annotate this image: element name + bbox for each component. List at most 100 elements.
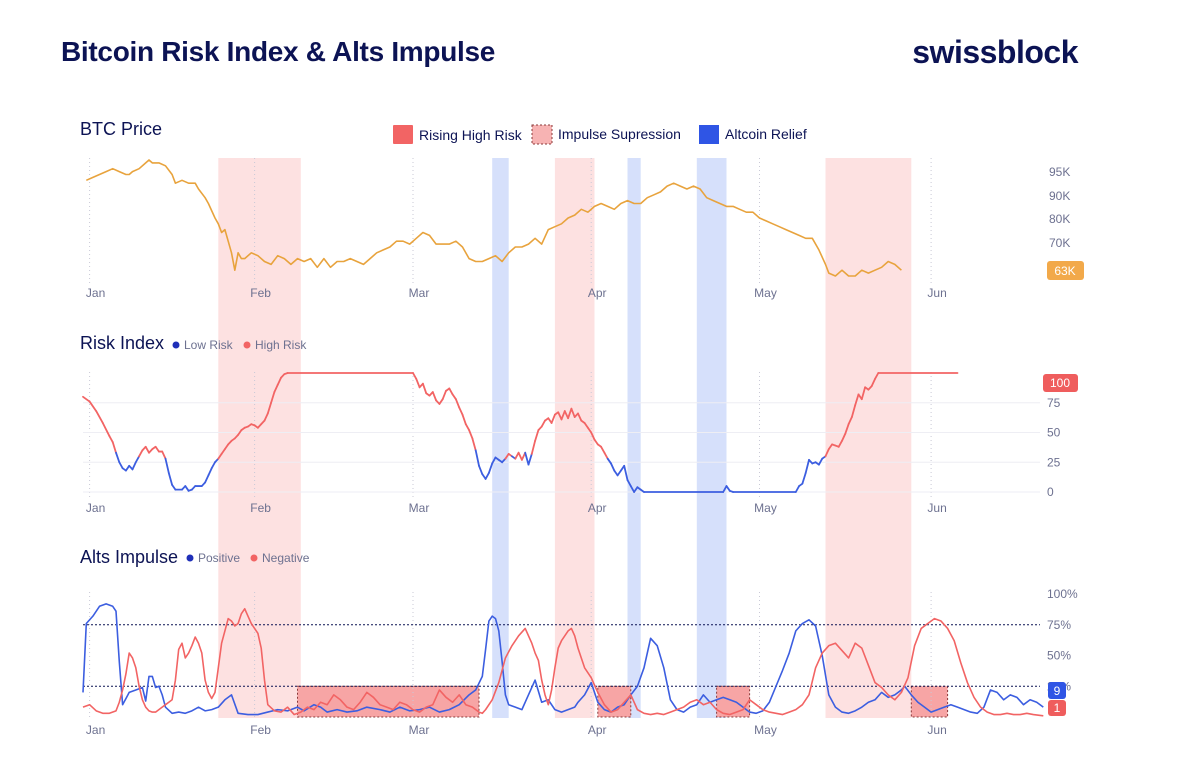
risk-index-segment [610, 462, 616, 472]
alts-positive-line [82, 603, 1044, 716]
risk-index-segment [870, 378, 876, 387]
risk-index-segment [841, 432, 847, 442]
y-tick-label: 90K [1049, 189, 1070, 203]
risk-index-segment [517, 451, 523, 461]
risk-index-segment [111, 441, 117, 454]
risk-index-segment [237, 429, 243, 436]
positive-value-label: 9 [1054, 684, 1061, 698]
risk-index-segment [276, 376, 282, 386]
shaded-bands [218, 158, 949, 718]
legend-dot-high-risk [243, 341, 251, 349]
x-tick-label: Jan [86, 723, 105, 737]
impulse-chart-title: Alts Impulse [80, 547, 178, 567]
risk-index-segment [563, 410, 569, 420]
legend-swatch-rising [393, 125, 413, 144]
risk-index-segment [273, 383, 279, 393]
risk-index-segment [184, 485, 190, 492]
negative-value-badge [1048, 700, 1066, 716]
band-altcoin-relief [696, 158, 727, 718]
top-legend: Rising High Risk Impulse Supression Altc… [393, 124, 807, 145]
x-tick-label: Jun [927, 723, 946, 737]
legend-label-low-risk: Low Risk [184, 338, 234, 352]
risk-index-segment [101, 422, 111, 437]
risk-index-segment [603, 451, 609, 460]
legend-dot-low-risk [172, 341, 180, 349]
y-tick-label: 75% [1047, 618, 1071, 632]
risk-index-segment [633, 486, 639, 493]
risk-index-segment [557, 411, 563, 421]
risk-index-segment [590, 431, 596, 441]
risk-index-segment [454, 398, 461, 409]
band-rising-high-risk [825, 158, 912, 718]
risk-index-segment [108, 435, 114, 443]
risk-index-segment [210, 461, 216, 470]
risk-index-segment [804, 458, 810, 474]
x-tick-label: Jun [927, 501, 946, 515]
legend-label-negative: Negative [262, 551, 310, 565]
price-value-label: 63K [1054, 264, 1075, 278]
risk-index-segment [82, 395, 91, 403]
legend-dot-negative [250, 554, 258, 562]
risk-index-segment [270, 391, 276, 404]
risk-index-segment [207, 467, 213, 477]
risk-index-segment [606, 457, 612, 465]
x-tick-label: Jan [86, 501, 105, 515]
risk-index-segment [587, 426, 593, 434]
x-tick-label: Mar [409, 286, 430, 300]
x-tick-label: May [754, 723, 777, 737]
risk-index-segment [115, 451, 121, 464]
risk-index-segment [530, 439, 536, 455]
risk-index-segment [88, 400, 98, 412]
axis-labels: Jan Feb Mar Apr May Jun Jan Feb Mar Apr May Jun Jan F… [86, 165, 1078, 737]
x-tick-label: Apr [588, 501, 607, 515]
legend-dot-positive [186, 554, 194, 562]
y-tick-label: 100% [1047, 587, 1078, 601]
risk-index-segment [441, 389, 447, 401]
risk-index-segment [623, 464, 629, 482]
x-tick-label: Mar [409, 723, 430, 737]
risk-index-segment [171, 483, 177, 491]
x-tick-label: Apr [588, 286, 607, 300]
risk-index-segment [593, 438, 599, 446]
risk-index-segment [125, 464, 131, 472]
risk-index-segment [534, 429, 540, 442]
risk-index-segment [484, 472, 490, 480]
risk-index-segment [527, 453, 533, 466]
risk-index-segment [167, 472, 174, 486]
risk-index-segment [794, 485, 800, 493]
risk-index-segment [570, 407, 576, 418]
x-tick-label: Feb [250, 501, 271, 515]
risk-index-segment [451, 393, 457, 401]
risk-index-segment [474, 449, 480, 467]
risk-index-segment [223, 443, 230, 451]
risk-index-segment [504, 453, 510, 460]
risk-index-segment [134, 455, 141, 464]
risk-index-segment [540, 419, 546, 428]
risk-index-segment [600, 445, 606, 454]
x-tick-label: May [754, 286, 777, 300]
legend-label-relief: Altcoin Relief [725, 126, 807, 142]
risk-index-segment [131, 461, 137, 471]
risk-index-segment [583, 422, 589, 429]
brand-logo: swissblock [912, 34, 1078, 70]
risk-index-segment [415, 378, 421, 389]
risk-index-segment [550, 413, 556, 424]
risk-index-segment [613, 469, 619, 477]
risk-index-segment [412, 372, 418, 380]
positive-value-badge [1048, 682, 1066, 699]
series-lines [82, 159, 1044, 717]
risk-index-segment [874, 372, 880, 380]
page-title: Bitcoin Risk Index & Alts Impulse [61, 36, 496, 67]
risk-index-segment [421, 382, 428, 395]
risk-index-segment [824, 448, 830, 458]
risk-index-segment [164, 457, 170, 474]
x-tick-label: May [754, 501, 777, 515]
risk-index-segment [837, 439, 843, 448]
y-tick-label: 50 [1047, 426, 1061, 440]
risk-value-label: 100 [1050, 376, 1070, 390]
risk-index-segment [818, 457, 824, 466]
risk-value-badge [1043, 374, 1078, 392]
risk-index-segment [629, 485, 635, 493]
alts-negative-line [82, 607, 1044, 717]
